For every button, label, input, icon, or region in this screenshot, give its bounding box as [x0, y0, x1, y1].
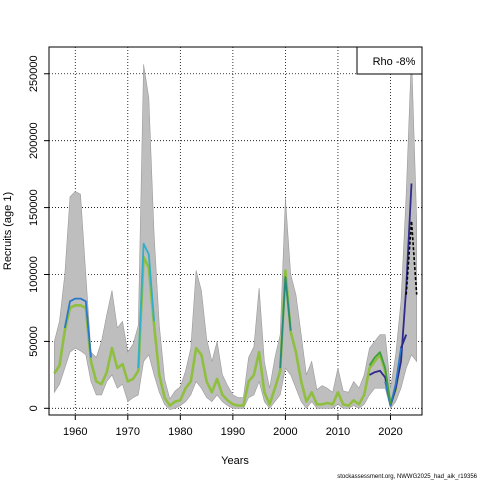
legend-rho-label: Rho -8%: [373, 56, 416, 68]
y-tick-label: 0: [28, 405, 40, 411]
series-line-2: [137, 242, 155, 369]
series-line-7: [400, 334, 408, 349]
x-tick-label: 2000: [273, 426, 297, 438]
forecast-series-line: [405, 220, 418, 295]
y-tick-label: 200000: [28, 122, 40, 159]
legend: Rho -8%: [356, 46, 423, 75]
x-tick-label: 2020: [378, 426, 402, 438]
series-line-1: [63, 297, 92, 358]
confidence-band-area: [54, 53, 417, 410]
forecast-line: [405, 220, 418, 295]
confidence-band: [54, 53, 417, 410]
series-line-6: [368, 351, 392, 405]
series-lines: [53, 183, 413, 407]
x-tick-label: 1990: [221, 426, 245, 438]
y-tick-label: 150000: [28, 189, 40, 226]
x-tick-label: 1980: [168, 426, 192, 438]
y-tick-label: 100000: [28, 256, 40, 293]
source-credit: stockassessment.org, NWWG2025_had_aik_r1…: [337, 474, 477, 480]
series-line-3: [279, 276, 292, 369]
y-tick-label: 50000: [28, 326, 40, 357]
x-tick-label: 2010: [326, 426, 350, 438]
x-tick-label: 1960: [63, 426, 87, 438]
series-line-0: [53, 255, 403, 407]
x-axis-ticks: 1960 1970 1980 1990 2000 2010 2020: [63, 415, 403, 438]
y-axis-title: Recruits (age 1): [2, 192, 14, 270]
x-axis-title: Years: [221, 455, 249, 467]
y-tick-label: 250000: [28, 55, 40, 92]
x-tick-label: 1970: [116, 426, 140, 438]
legend-box: [356, 46, 423, 75]
y-axis-ticks: 0 50000 100000 150000 200000 250000: [28, 55, 49, 411]
plot-frame: [48, 46, 423, 416]
